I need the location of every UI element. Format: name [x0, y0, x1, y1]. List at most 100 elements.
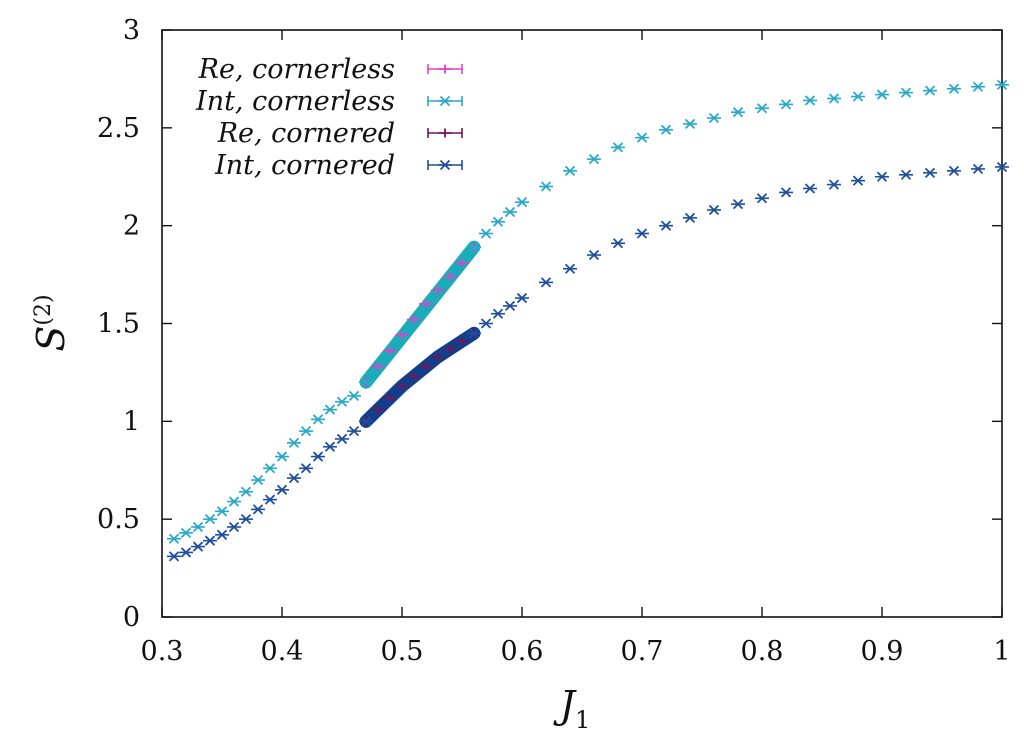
x-tick-label: 1 — [993, 636, 1010, 667]
data-point — [179, 547, 193, 558]
y-axis-label: S(2) — [29, 294, 73, 351]
legend-marker — [438, 128, 452, 138]
data-point — [395, 381, 409, 391]
data-point — [779, 99, 793, 110]
data-point — [707, 112, 721, 124]
data-point — [167, 551, 181, 562]
data-point — [431, 285, 445, 295]
x-tick-label: 0.4 — [261, 636, 304, 667]
data-point — [431, 352, 445, 362]
x-axis-label-sub: 1 — [575, 706, 590, 734]
data-point — [611, 238, 625, 249]
data-point — [455, 258, 469, 268]
data-point — [563, 165, 577, 177]
data-point — [539, 277, 553, 288]
data-point — [395, 330, 409, 340]
data-point — [971, 163, 985, 175]
data-point — [491, 216, 505, 227]
data-point — [995, 79, 1009, 90]
data-point — [875, 171, 889, 182]
y-tick-label: 1.5 — [97, 309, 140, 340]
data-point — [803, 95, 817, 106]
data-point — [347, 390, 361, 402]
data-point — [227, 496, 241, 507]
data-point — [323, 404, 337, 415]
legend-label: Re, cornerless — [198, 54, 395, 85]
y-tick-label: 2 — [123, 211, 140, 242]
y-tick-label: 1 — [123, 406, 140, 437]
legend-label: Re, cornered — [217, 118, 395, 149]
data-point — [275, 451, 289, 462]
data-point — [707, 204, 721, 216]
data-point — [263, 463, 277, 474]
legend-entry: Re, cornered — [217, 118, 463, 149]
data-point — [263, 494, 277, 505]
data-point — [683, 212, 697, 223]
data-point — [635, 132, 649, 143]
x-tick-label: 0.3 — [141, 636, 184, 667]
data-point — [755, 193, 769, 204]
data-point — [467, 242, 481, 253]
data-point — [203, 514, 217, 525]
data-point — [851, 91, 865, 102]
data-point — [899, 169, 913, 180]
data-point — [539, 181, 553, 192]
data-point — [287, 437, 301, 448]
data-point — [311, 414, 325, 425]
data-point — [323, 441, 337, 452]
cornered-dense-band — [359, 326, 481, 428]
data-point — [215, 529, 229, 540]
data-point — [347, 425, 361, 437]
y-tick-label: 2.5 — [97, 113, 140, 144]
data-point — [491, 308, 505, 319]
data-point — [611, 142, 625, 153]
data-point — [383, 393, 397, 403]
data-point — [287, 472, 301, 484]
data-point — [587, 154, 601, 165]
legend-marker — [438, 64, 452, 74]
data-point — [923, 167, 937, 178]
data-point — [419, 362, 433, 372]
data-point — [227, 521, 241, 533]
data-point — [275, 484, 289, 495]
y-tick-label: 0.5 — [97, 504, 140, 535]
y-tick-label: 3 — [123, 15, 140, 46]
data-point — [683, 118, 697, 130]
data-point — [239, 514, 253, 525]
data-point — [167, 533, 181, 544]
data-point — [251, 504, 265, 515]
data-point — [299, 425, 313, 437]
data-point — [755, 103, 769, 114]
data-point — [659, 220, 673, 231]
data-point — [359, 416, 373, 427]
data-point — [659, 124, 673, 135]
data-point — [419, 299, 433, 309]
data-point — [503, 206, 517, 218]
data-point — [899, 87, 913, 98]
data-point — [407, 371, 421, 381]
data-point — [923, 85, 937, 96]
data-point — [827, 179, 841, 190]
data-point — [563, 263, 577, 274]
legend-marker — [438, 159, 452, 171]
data-point — [335, 396, 349, 407]
data-point — [947, 165, 961, 177]
data-point — [215, 506, 229, 517]
data-point — [779, 187, 793, 198]
data-point — [335, 433, 349, 445]
data-point — [311, 451, 325, 462]
y-axis-label-main: S — [29, 326, 73, 352]
x-axis-label-main: J — [553, 683, 577, 727]
legend-label: Int, cornered — [214, 150, 395, 181]
series-1 — [167, 79, 1009, 544]
data-point — [515, 292, 529, 304]
y-axis-label-sup: (2) — [31, 294, 56, 325]
y-tick-label: 0 — [123, 602, 140, 633]
data-point — [371, 362, 385, 372]
legend-label: Int, cornerless — [195, 86, 395, 117]
data-point — [239, 486, 253, 497]
data-point — [479, 228, 493, 239]
data-point — [443, 344, 457, 354]
